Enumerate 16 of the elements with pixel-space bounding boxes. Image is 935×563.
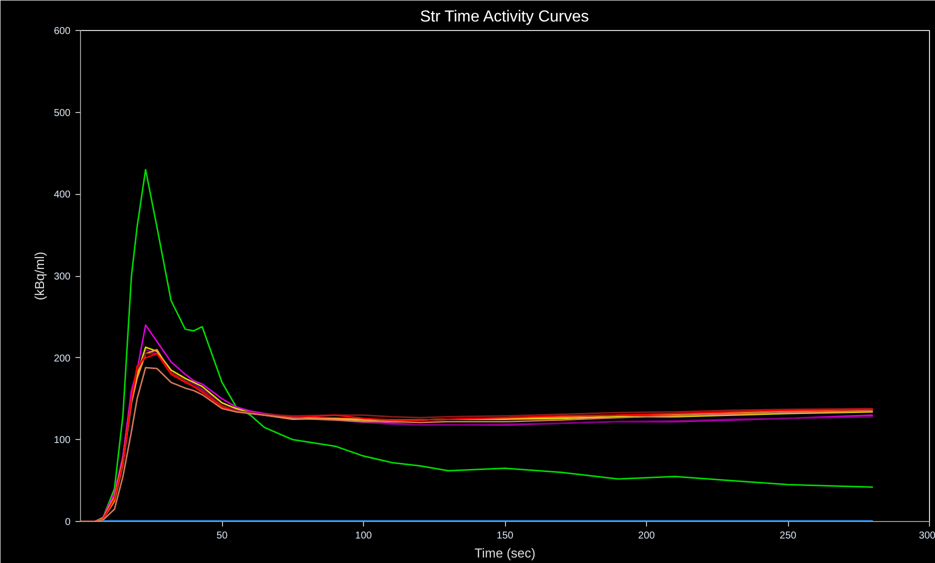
y-tick-label: 200 [54,353,71,364]
x-tick-label: 100 [355,530,372,542]
y-tick-label: 100 [54,435,71,446]
y-axis-title: (kBq/ml) [32,252,47,300]
chart-title: Str Time Activity Curves [420,8,589,26]
x-tick-label: 50 [216,530,228,542]
y-tick-label: 300 [54,272,71,282]
x-tick-label: 250 [780,530,797,542]
y-tick-label: 400 [54,190,71,201]
y-tick-label: 500 [54,108,71,119]
x-tick-label: 300 [918,530,935,542]
x-tick-label: 150 [496,530,514,542]
y-tick-label: 0 [64,517,71,528]
y-tick-label: 600 [54,26,71,37]
x-tick-label: 200 [638,530,656,542]
x-axis-title: Time (sec) [474,546,536,560]
